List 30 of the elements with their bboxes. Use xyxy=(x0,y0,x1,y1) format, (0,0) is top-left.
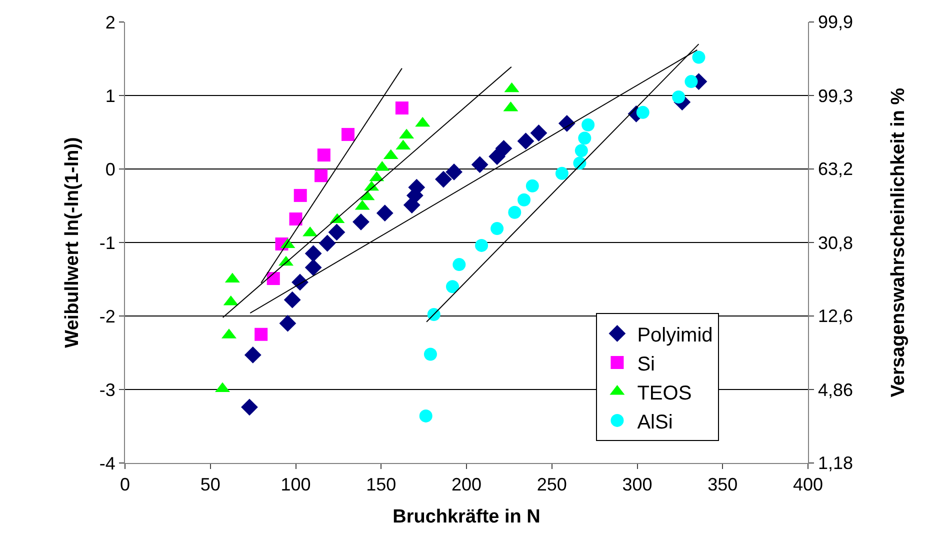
x-tick-label: 100 xyxy=(280,474,311,495)
legend-label: Polyimid xyxy=(637,324,713,346)
y-tick-label: -2 xyxy=(99,306,116,326)
y-tick-label: 1 xyxy=(105,86,116,106)
x-tick-label: 400 xyxy=(792,474,824,495)
y-tick-label: -1 xyxy=(99,232,116,253)
text: 63,2 xyxy=(818,159,854,179)
y-tick-label: 0 xyxy=(105,159,116,180)
text: 30,8 xyxy=(818,233,854,253)
x-tick-label: 200 xyxy=(451,474,482,495)
x-tick-label: 350 xyxy=(708,474,738,495)
x-tick-label: 250 xyxy=(536,474,567,495)
text: 4,86 xyxy=(818,380,854,400)
x-axis-title: Bruchkräfte in N xyxy=(392,506,540,528)
text: 99,9 xyxy=(818,12,854,32)
y2-axis-title: Versagenswahrscheinlichkeit in % xyxy=(888,88,910,398)
text: 12,6 xyxy=(818,306,854,326)
y-tick-label: -3 xyxy=(99,380,116,400)
text: 1,18 xyxy=(818,453,854,473)
x-tick-label: 0 xyxy=(120,474,130,495)
legend-label: TEOS xyxy=(637,382,692,404)
y-tick-label: -4 xyxy=(99,453,116,474)
x-tick-label: 300 xyxy=(622,474,652,495)
legend-label: AlSi xyxy=(637,411,673,434)
y-axis-title: Weibullwert ln(-ln(1-ln)) xyxy=(62,137,84,348)
y-tick-label: 2 xyxy=(105,12,116,32)
text: 99,3 xyxy=(818,86,854,106)
x-tick-label: 50 xyxy=(200,474,220,495)
x-tick-label: 150 xyxy=(366,474,396,495)
legend-label: Si xyxy=(637,353,656,376)
